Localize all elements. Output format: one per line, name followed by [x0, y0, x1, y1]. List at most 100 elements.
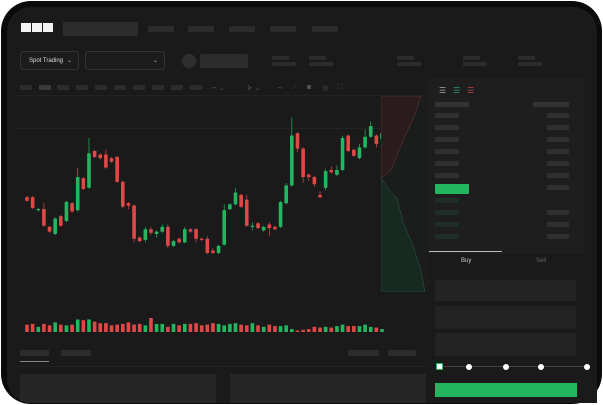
buy-tab-indicator — [429, 251, 502, 252]
volume-bar — [137, 323, 142, 332]
slider-step-75[interactable] — [538, 364, 544, 370]
draw-line-icon[interactable]: ∼ — [277, 85, 283, 92]
volume-bar — [318, 327, 322, 332]
candle-body — [25, 197, 29, 201]
timeframe-button[interactable] — [57, 85, 69, 90]
total-input[interactable] — [435, 333, 576, 356]
volume-bar — [154, 323, 159, 332]
volume-bar — [267, 324, 272, 332]
orderbook-both-icon[interactable]: ☰ — [439, 86, 447, 95]
search-bar[interactable] — [63, 22, 138, 36]
tab-open-orders[interactable] — [20, 350, 49, 356]
pair-dropdown[interactable]: ⌄ — [85, 51, 165, 70]
bid-amount — [547, 234, 569, 239]
nav-item[interactable] — [188, 26, 214, 32]
candle-body — [98, 154, 103, 159]
camera-icon[interactable]: ◙ — [307, 84, 312, 91]
volume-bar — [87, 319, 91, 332]
timeframe-button[interactable] — [76, 85, 88, 90]
candle-body — [64, 201, 69, 221]
timeframe-button[interactable] — [20, 85, 32, 90]
volume-bar — [312, 326, 317, 332]
orderbook-bids-icon[interactable]: ☰ — [453, 86, 461, 95]
candle-body — [199, 238, 204, 240]
tab-sell[interactable]: Sell — [536, 258, 547, 264]
slider-step-25[interactable] — [466, 364, 472, 370]
slider-track[interactable] — [438, 366, 588, 367]
stat-label — [397, 56, 414, 60]
candle-body — [59, 216, 63, 226]
bid-price — [435, 210, 459, 215]
timeframe-button[interactable] — [190, 85, 202, 90]
candle-body — [335, 169, 339, 175]
slider-handle[interactable] — [436, 363, 443, 370]
candle-body — [346, 135, 350, 151]
candle-body — [92, 150, 97, 157]
ask-amount — [547, 137, 569, 142]
candlestick-chart[interactable] — [15, 96, 395, 336]
mid-price — [435, 184, 469, 194]
timeframe-button[interactable] — [171, 85, 183, 90]
volume-bar — [228, 323, 232, 332]
candle-body — [194, 229, 198, 239]
volume-bar — [166, 326, 170, 332]
candle-body — [374, 135, 379, 144]
amount-input[interactable] — [435, 306, 576, 329]
timeframe-button[interactable] — [95, 85, 107, 90]
orderbook-asks-icon[interactable]: ☰ — [467, 86, 475, 95]
ask-price — [435, 113, 459, 118]
stat-value — [463, 62, 487, 66]
volume-bar — [216, 323, 221, 332]
ask-price — [435, 161, 459, 166]
volume-bar — [36, 326, 41, 332]
price-input[interactable] — [435, 280, 576, 301]
nav-item[interactable] — [270, 26, 296, 32]
tab-buy[interactable]: Buy — [461, 258, 472, 264]
slider-step-100[interactable] — [584, 364, 590, 370]
ask-amount — [547, 125, 569, 130]
volume-bar — [199, 325, 204, 332]
chart-type-icon[interactable]: ∽ ⌄ — [211, 85, 225, 92]
volume-bar — [115, 324, 119, 332]
nav-item[interactable] — [229, 26, 255, 32]
volume-bar — [53, 322, 57, 332]
filter-button[interactable] — [388, 350, 416, 356]
fullscreen-icon[interactable]: ⛶ — [337, 84, 342, 91]
ask-amount — [547, 185, 569, 190]
volume-bar — [177, 325, 181, 332]
nav-item[interactable] — [312, 26, 338, 32]
filter-button[interactable] — [348, 350, 379, 356]
volume-bar — [323, 326, 328, 332]
slider-step-50[interactable] — [503, 364, 509, 370]
timeframe-button[interactable] — [39, 85, 51, 90]
settings-icon[interactable]: ◎ — [322, 85, 329, 92]
nav-item[interactable] — [148, 26, 174, 32]
volume-bar — [346, 326, 350, 332]
ask-amount — [547, 113, 569, 118]
orders-panel — [20, 374, 216, 403]
ask-price — [435, 149, 459, 154]
candle-body — [256, 223, 260, 229]
candle-body — [228, 204, 232, 210]
stat-value — [518, 62, 542, 66]
ask-price — [435, 125, 459, 130]
divider — [15, 95, 425, 96]
indicator-icon[interactable]: ⊱ ⌄ — [247, 85, 261, 92]
volume-bar — [75, 319, 80, 332]
candle-body — [363, 136, 367, 148]
volume-bar — [368, 326, 373, 332]
volume-bar — [211, 323, 215, 332]
volume-bar — [380, 329, 384, 332]
timeframe-button[interactable] — [114, 85, 126, 90]
market-dropdown[interactable]: Spot Trading ⌄ — [20, 51, 79, 70]
ask-amount — [547, 161, 569, 166]
active-tab-indicator — [20, 361, 49, 362]
ruler-icon[interactable]: ⟋ — [292, 84, 297, 91]
volume-bar — [244, 325, 249, 332]
tab-order-history[interactable] — [61, 350, 91, 356]
chevron-down-icon: ⌄ — [67, 58, 73, 64]
okx-logo[interactable] — [21, 23, 53, 32]
timeframe-button[interactable] — [152, 85, 164, 90]
timeframe-button[interactable] — [133, 85, 145, 90]
buy-button[interactable] — [435, 383, 577, 397]
